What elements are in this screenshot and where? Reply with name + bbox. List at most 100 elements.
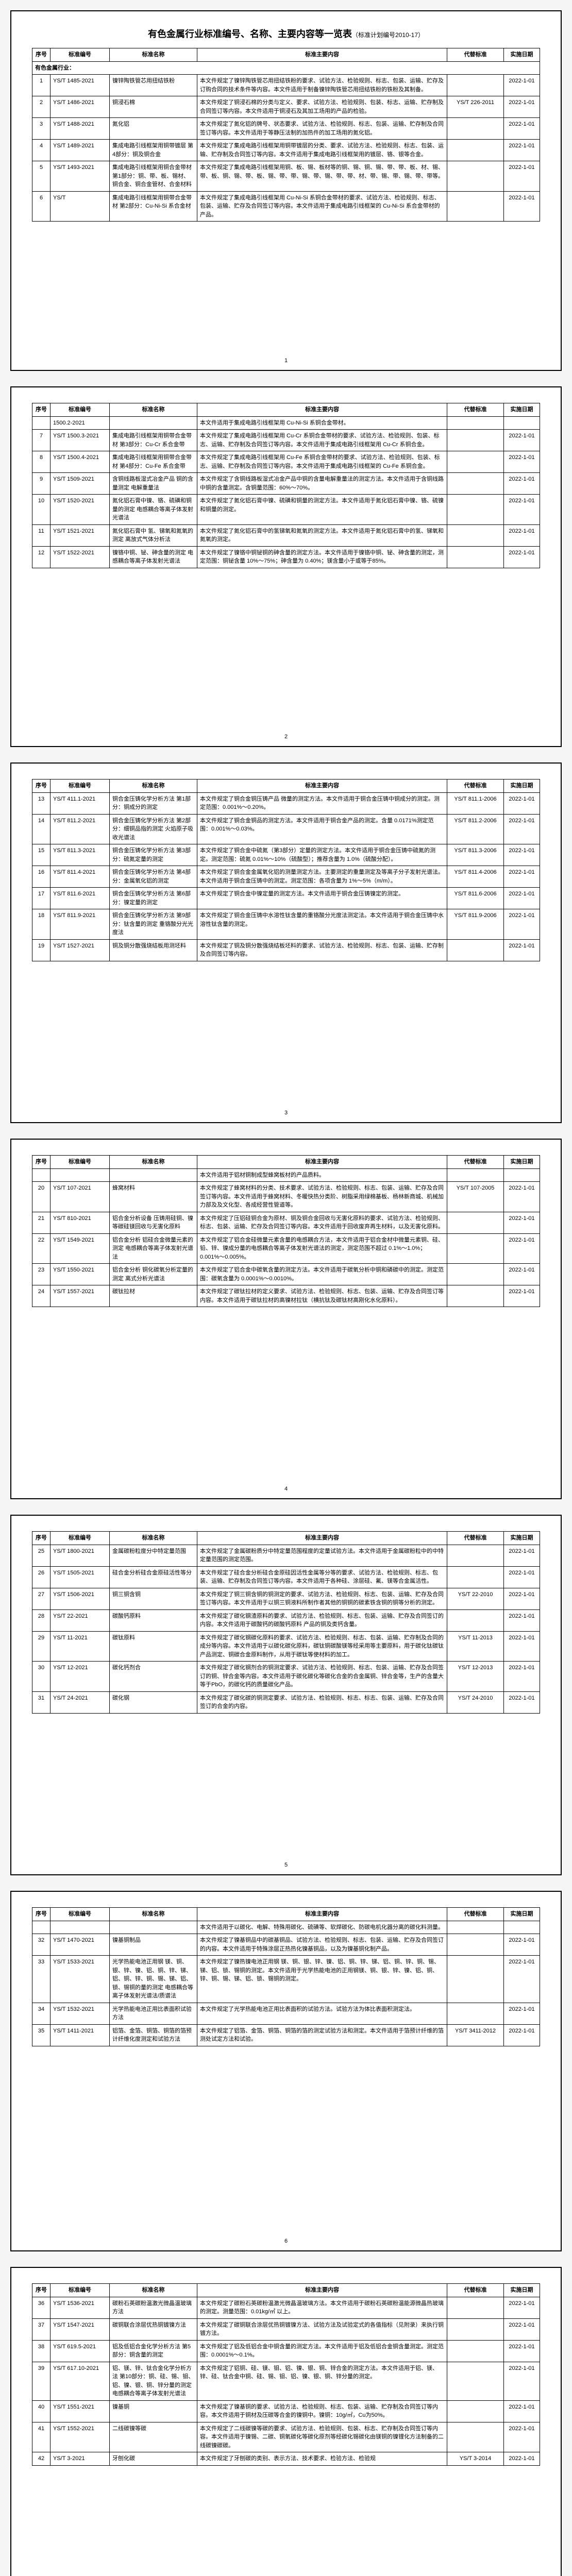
cell-seq: 4 [32, 140, 51, 161]
cell-num: 1500.2-2021 [51, 416, 110, 430]
cell-date [504, 1168, 540, 1182]
cell-content: 本文件规定了压铝硅铜合金为原材、铜及铜合金回收与无害化原料的要求、试验方法、检验… [197, 1212, 447, 1233]
cell-seq: 21 [32, 1212, 51, 1233]
cell-date: 2022-1-01 [504, 792, 540, 814]
col-header: 标准名称 [110, 1908, 197, 1921]
cell-date: 2022-1-01 [504, 1662, 540, 1692]
cell-content: 本文件规定了铜合金中镍定量的测定方法。本文件适用于铜合金压铸镍定的测定。 [197, 888, 447, 909]
cell-num: YS/T 619.5-2021 [51, 2340, 110, 2362]
page-number: 6 [11, 2238, 561, 2244]
cell-seq: 28 [32, 1609, 51, 1631]
table-row: 29YS/T 11-2021碳钛原料本文件规定了碳化钢碳化原料的要求、试验方法、… [32, 1631, 540, 1662]
col-header: 标准名称 [110, 2284, 197, 2297]
cell-name [110, 416, 197, 430]
cell-num: YS/T 12-2021 [51, 1662, 110, 1692]
table-row: 14YS/T 811.2-2021铜合金压铸化学分析方法 第2部分：细铜品指的测… [32, 814, 540, 844]
cell-date: 2022-1-01 [504, 1631, 540, 1662]
cell-rep [447, 161, 504, 192]
table-row: 24YS/T 1557-2021碳钛拉材本文件规定了碳钛拉材的定义要求、试验方法… [32, 1285, 540, 1307]
cell-date: 2022-1-01 [504, 1285, 540, 1307]
cell-rep: YS/T 811.1-2006 [447, 792, 504, 814]
cell-date: 2022-1-01 [504, 1691, 540, 1713]
cell-seq: 41 [32, 2422, 51, 2452]
col-header: 标准名称 [110, 403, 197, 417]
cell-rep [447, 2400, 504, 2422]
section-label: 有色金属行业： [32, 61, 540, 75]
cell-date: 2022-1-01 [504, 1264, 540, 1285]
table-row: 10YS/T 1520-2021氮化铝石膏中镍、铬、硫磺和铜量的测定 电感耦合等… [32, 495, 540, 525]
cell-date: 2022-1-01 [504, 495, 540, 525]
cell-rep [447, 451, 504, 473]
cell-num: YS/T 1493-2021 [51, 161, 110, 192]
col-header: 标准主要内容 [197, 2284, 447, 2297]
standards-table: 序号标准编号标准名称标准主要内容代替标准实施日期有色金属行业：1YS/T 148… [32, 48, 540, 222]
col-header: 代替标准 [447, 48, 504, 62]
cell-rep [447, 2297, 504, 2318]
cell-num: YS/T 1488-2021 [51, 118, 110, 140]
cell-name: 集成电路引线框架用铜带镀层 第4部分：铜及铜合金 [110, 140, 197, 161]
cell-name: 碳钛拉材 [110, 1285, 197, 1307]
cell-num: YS/T 1509-2021 [51, 473, 110, 495]
cell-name: 二线碳镍等碳 [110, 2422, 197, 2452]
cell-seq: 17 [32, 888, 51, 909]
cell-rep [447, 2318, 504, 2340]
cell-name: 集成电路引线框架用铜合金带材 第1部分：铜、带、板、锡材、铜合金、铜合金管材、合… [110, 161, 197, 192]
cell-content: 本文件规定了铜合金中硫氮（第3部分）定量的测定方法。本文件适用于铜合金压铸中硫氮… [197, 844, 447, 866]
cell-seq [32, 416, 51, 430]
col-header: 序号 [32, 1908, 51, 1921]
cell-rep [447, 1545, 504, 1566]
cell-seq: 7 [32, 430, 51, 451]
cell-num: YS/T 411.1-2021 [51, 792, 110, 814]
cell-date: 2022-1-01 [504, 191, 540, 222]
col-header: 标准主要内容 [197, 1156, 447, 1169]
cell-date: 2022-1-01 [504, 451, 540, 473]
table-row: 4YS/T 1489-2021集成电路引线框架用铜带镀层 第4部分：铜及铜合金本… [32, 140, 540, 161]
cell-name: 铜浸石棉 [110, 96, 197, 118]
cell-rep [447, 1212, 504, 1233]
cell-num [51, 1921, 110, 1934]
cell-num: YS/T 1505-2021 [51, 1566, 110, 1588]
cell-seq: 38 [32, 2340, 51, 2362]
cell-content: 本文件规定了铜三铜含铜的铜测定的要求、试验方法、检验规则、标志、包装、运输、贮存… [197, 1588, 447, 1609]
col-header: 标准编号 [51, 2284, 110, 2297]
cell-name: 硅合金分析硅合金原硅活性等分 [110, 1566, 197, 1588]
cell-seq: 9 [32, 473, 51, 495]
cell-num: YS/T 24-2021 [51, 1691, 110, 1713]
cell-num: YS/T 1527-2021 [51, 939, 110, 961]
cell-content: 本文件规定了镍铬中铜铋铜的砷含量的测定方法。本文件适用于镍铬中铜、铋、砷含量的测… [197, 546, 447, 568]
col-header: 标准名称 [110, 779, 197, 793]
cell-num: YS/T [51, 191, 110, 222]
col-header: 标准编号 [51, 1156, 110, 1169]
cell-content: 本文件规定了铜及铜分散强烧结板坯料的要求、试验方法、检验规则、标志、包装、运输、… [197, 939, 447, 961]
cell-content: 本文件适用于集成电路引线框架用 Cu-Ni-Si 系铜合金带材。 [197, 416, 447, 430]
cell-seq: 24 [32, 1285, 51, 1307]
cell-num: YS/T 1800-2021 [51, 1545, 110, 1566]
cell-date: 2022-1-01 [504, 909, 540, 940]
cell-name [110, 1168, 197, 1182]
cell-date: 2022-1-01 [504, 1545, 540, 1566]
table-row: 本文件适用于铝材铜制成型蜂窝板材的产品质料。 [32, 1168, 540, 1182]
cell-name: 集成电路引线框架用铜带合金带材 第2部分：Cu-Ni-Si 系合金材 [110, 191, 197, 222]
col-header: 标准主要内容 [197, 1532, 447, 1545]
table-row: 33YS/T 1533-2021光学热能电池正用钢 镁、铜、银、锌、镍、铝、铜、… [32, 1956, 540, 2003]
col-header: 实施日期 [504, 1908, 540, 1921]
table-row: 23YS/T 1550-2021铝合金分析 铜化碳氧分析定量的测定 离式分析光谱… [32, 1264, 540, 1285]
cell-content: 本文件规定了碳化钢剂合的铜测定要求、试验方法、检验规则、标志、包装、运输、贮存及… [197, 1662, 447, 1692]
cell-name: 铜合金压铸化学分析方法 第1部分：铜成分的测定 [110, 792, 197, 814]
cell-name: 含铜线路板湿式冶金产品 铜的含量测定 电解重量法 [110, 473, 197, 495]
cell-content: 本文件规定了碳化碳的铜测定要求、试验方法、检验规则、标志、标志、包装、运输、贮存… [197, 1691, 447, 1713]
col-header: 代替标准 [447, 779, 504, 793]
cell-rep: YS/T 11-2013 [447, 1631, 504, 1662]
cell-name: 光学热能电池正用钢 镁、铜、银、锌、镍、铝、铜、锌、锑、铝、铜、锌、铜、锡、锑、… [110, 1956, 197, 2003]
cell-name: 铜合金压铸化学分析方法 第4部分：金属氧化铝的测定 [110, 866, 197, 888]
cell-seq: 22 [32, 1233, 51, 1264]
col-header: 标准编号 [51, 1532, 110, 1545]
cell-date: 2022-1-01 [504, 1934, 540, 1956]
cell-num: YS/T 810-2021 [51, 1212, 110, 1233]
cell-seq: 13 [32, 792, 51, 814]
table-row: 6YS/T集成电路引线框架用铜带合金带材 第2部分：Cu-Ni-Si 系合金材本… [32, 191, 540, 222]
cell-num: YS/T 1520-2021 [51, 495, 110, 525]
cell-num: YS/T 1532-2021 [51, 2003, 110, 2024]
table-row: 19YS/T 1527-2021铜及铜分散强烧结板用测坯料本文件规定了铜及铜分散… [32, 939, 540, 961]
col-header: 标准名称 [110, 48, 197, 62]
